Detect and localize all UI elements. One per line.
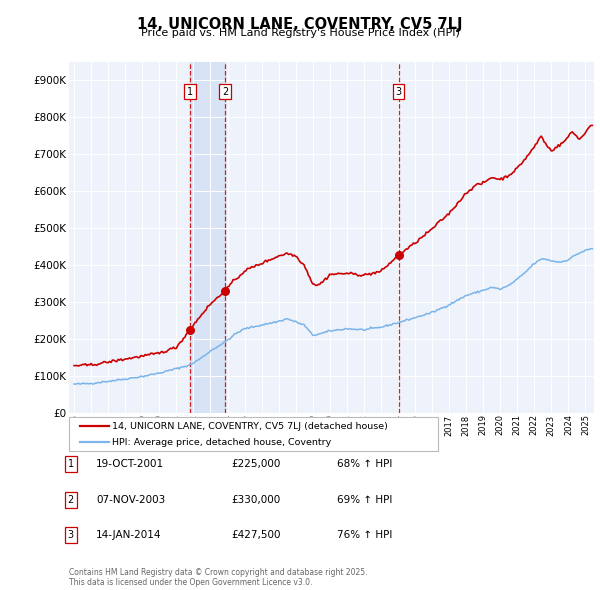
Point <box>220 286 230 296</box>
Point <box>394 250 403 260</box>
Text: 68% ↑ HPI: 68% ↑ HPI <box>337 460 392 469</box>
Text: £427,500: £427,500 <box>231 530 281 540</box>
Text: 19-OCT-2001: 19-OCT-2001 <box>96 460 164 469</box>
Text: 69% ↑ HPI: 69% ↑ HPI <box>337 495 392 504</box>
Bar <box>190 62 225 413</box>
Text: £225,000: £225,000 <box>231 460 280 469</box>
Text: £330,000: £330,000 <box>231 495 280 504</box>
Text: 3: 3 <box>68 530 74 540</box>
Text: 2: 2 <box>222 87 228 97</box>
Text: 14, UNICORN LANE, COVENTRY, CV5 7LJ: 14, UNICORN LANE, COVENTRY, CV5 7LJ <box>137 17 463 31</box>
Text: 3: 3 <box>395 87 402 97</box>
Text: HPI: Average price, detached house, Coventry: HPI: Average price, detached house, Cove… <box>112 438 331 447</box>
Text: 2: 2 <box>68 495 74 504</box>
Text: 76% ↑ HPI: 76% ↑ HPI <box>337 530 392 540</box>
Text: 07-NOV-2003: 07-NOV-2003 <box>96 495 165 504</box>
Point <box>185 325 195 335</box>
Text: 1: 1 <box>68 460 74 469</box>
Text: Price paid vs. HM Land Registry's House Price Index (HPI): Price paid vs. HM Land Registry's House … <box>140 28 460 38</box>
Text: 14, UNICORN LANE, COVENTRY, CV5 7LJ (detached house): 14, UNICORN LANE, COVENTRY, CV5 7LJ (det… <box>112 422 388 431</box>
Text: 1: 1 <box>187 87 193 97</box>
Text: 14-JAN-2014: 14-JAN-2014 <box>96 530 161 540</box>
Text: Contains HM Land Registry data © Crown copyright and database right 2025.
This d: Contains HM Land Registry data © Crown c… <box>69 568 367 587</box>
